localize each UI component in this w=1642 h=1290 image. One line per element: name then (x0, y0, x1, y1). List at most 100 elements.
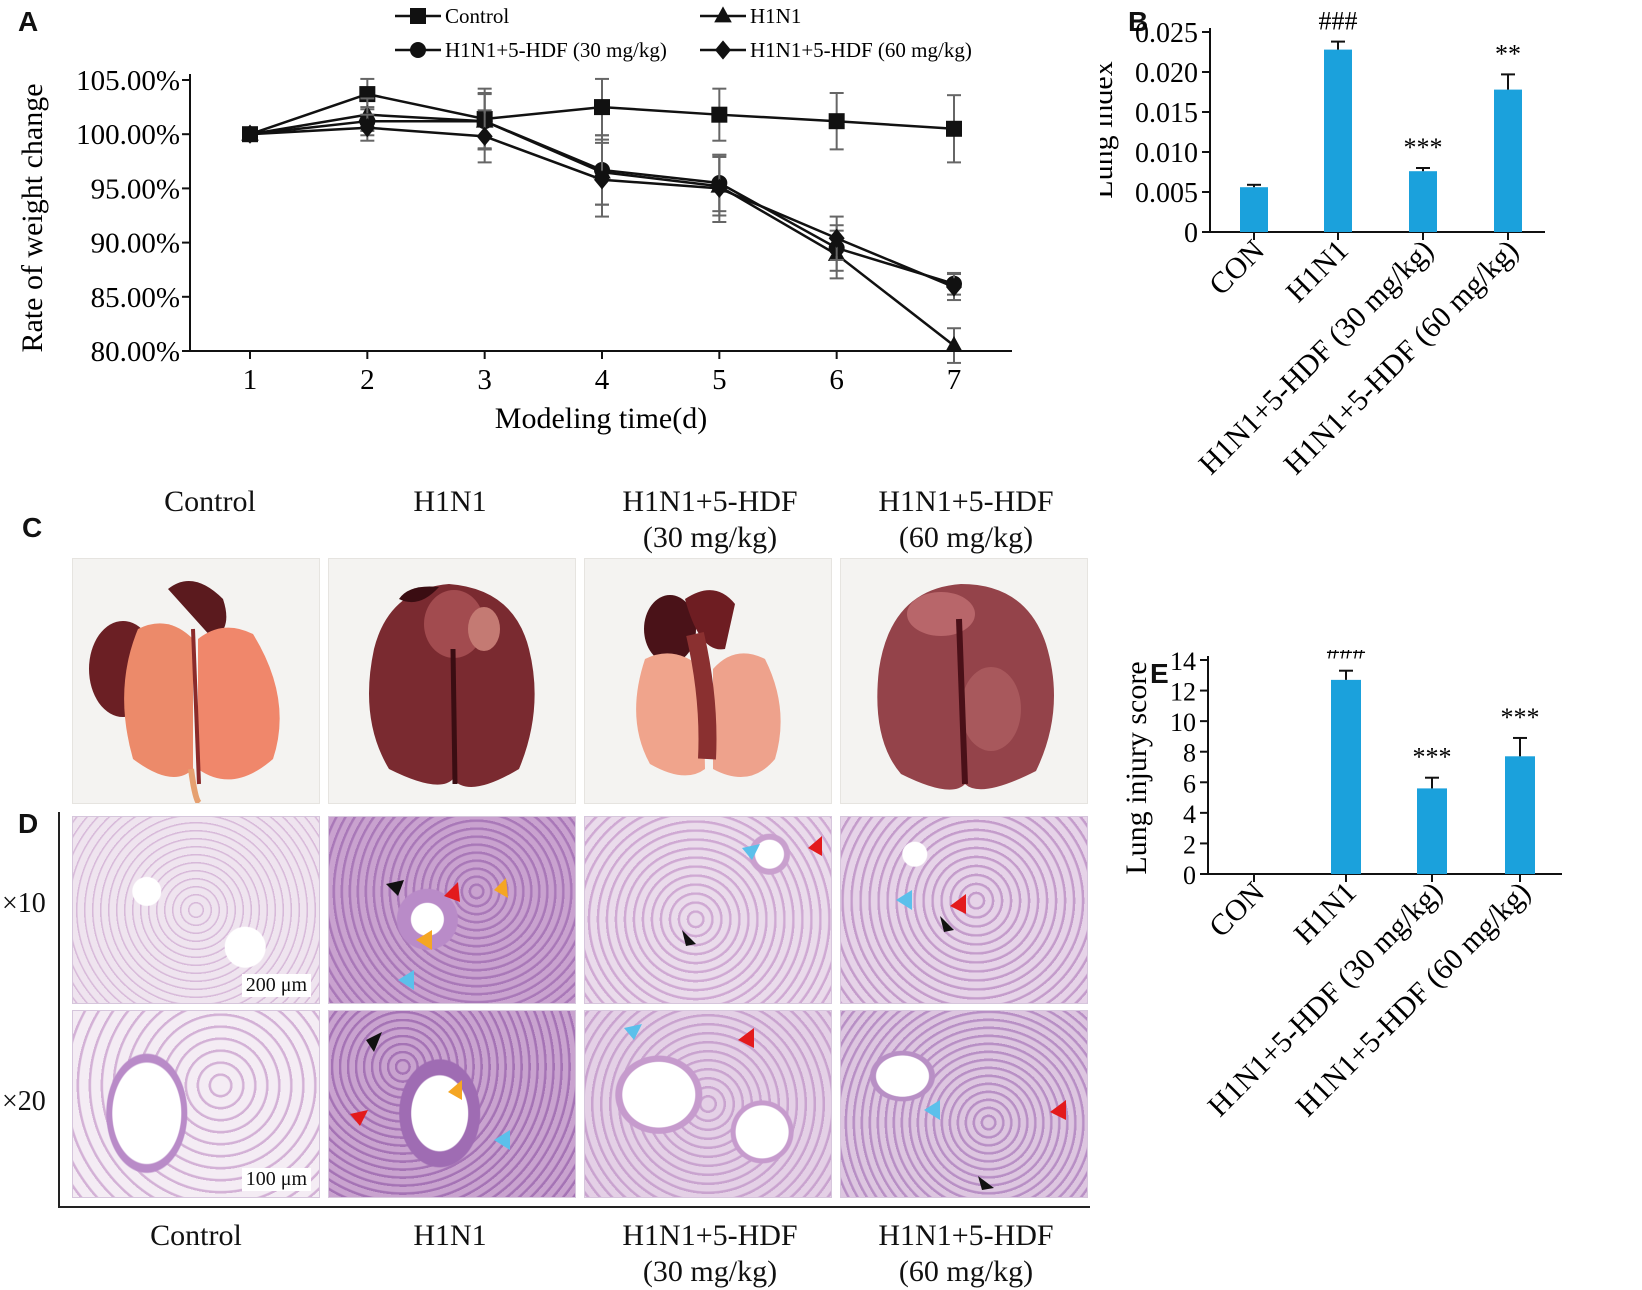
legend-label: H1N1 (750, 4, 801, 28)
panel-c-label-60: H1N1+5-HDF (60 mg/kg) (846, 484, 1086, 556)
y-tick-label: 0.005 (1135, 178, 1198, 209)
data-point (711, 106, 728, 123)
histology-60mgkg-x20 (840, 1010, 1088, 1198)
label-line1: H1N1 (413, 485, 487, 518)
y-tick-label: 6 (1183, 769, 1196, 798)
legend-item: H1N1 (700, 4, 801, 28)
significance-label: *** (1404, 133, 1443, 162)
bar (1331, 679, 1361, 874)
lung-photo-30mgkg (584, 558, 832, 804)
y-axis-title: Lung index (1100, 61, 1119, 198)
bar (1240, 187, 1268, 232)
significance-label: *** (1413, 743, 1452, 772)
x-tick-label: 1 (243, 364, 258, 396)
legend-marker (410, 8, 426, 24)
legend-label: H1N1+5-HDF (30 mg/kg) (445, 38, 667, 62)
x-tick-label: 5 (712, 364, 727, 396)
panel-c-label-control: Control (100, 484, 320, 520)
histology-h1n1-x20 (328, 1010, 576, 1198)
significance-label: ### (1319, 7, 1358, 36)
label-line1: H1N1 (413, 1219, 487, 1252)
y-tick-label: 0.020 (1135, 58, 1198, 89)
y-tick-label: 0.015 (1135, 98, 1198, 129)
panel-c-label-30: H1N1+5-HDF (30 mg/kg) (590, 484, 830, 556)
lung-photo-60mgkg (840, 558, 1088, 804)
legend-marker (714, 6, 732, 23)
magnification-x20: ×20 (2, 1086, 46, 1117)
x-tick-label: 3 (477, 364, 492, 396)
legend-label: Control (445, 4, 509, 28)
significance-label: ### (1327, 650, 1366, 665)
histology-30mgkg-x10 (584, 816, 832, 1004)
x-tick-label: H1N1 (1288, 876, 1363, 951)
panel-letter-c: C (22, 512, 43, 543)
y-tick-label: 4 (1183, 800, 1196, 829)
histology-control-x10: 200 μm (72, 816, 320, 1004)
panel-letter-d: D (18, 808, 39, 839)
legend-item: H1N1+5-HDF (30 mg/kg) (395, 38, 667, 62)
data-point (594, 99, 610, 116)
series-0 (242, 77, 962, 164)
y-tick-label: 100.00% (76, 119, 180, 151)
y-tick-label: 80.00% (91, 336, 180, 368)
y-tick-label: 0 (1184, 218, 1198, 249)
y-tick-label: 12 (1170, 678, 1196, 707)
x-tick-label: CON (1203, 234, 1271, 302)
histology-30mgkg-x20 (584, 1010, 832, 1198)
bar (1324, 49, 1352, 232)
label-line1: Control (164, 485, 256, 518)
y-tick-label: 8 (1183, 739, 1196, 768)
y-tick-label: 85.00% (91, 282, 180, 314)
panel-letter-a: A (18, 6, 39, 37)
y-tick-label: 0 (1183, 861, 1196, 890)
magnification-x10: ×10 (2, 888, 46, 919)
significance-label: ** (1495, 39, 1521, 68)
weight-change-line-chart: 80.00% 85.00% 90.00% 95.00% 100.00% 105.00% 1 2… (16, 4, 1012, 435)
bar (1505, 756, 1535, 874)
x-tick-label: H1N1 (1280, 234, 1355, 309)
panel-d-label-60: H1N1+5-HDF (60 mg/kg) (846, 1218, 1086, 1290)
scale-bar-200um: 200 μm (241, 974, 311, 997)
bar (1409, 171, 1437, 232)
data-point (828, 113, 845, 130)
data-point (594, 170, 610, 190)
scale-bar-100um: 100 μm (241, 1168, 311, 1191)
histology-control-x20: 100 μm (72, 1010, 320, 1198)
bar (1494, 89, 1522, 232)
x-tick-label: 4 (595, 364, 610, 396)
lung-index-bar-chart: 00.0050.0100.0150.0200.025CON###H1N1***H… (1100, 7, 1545, 481)
y-tick-label: 95.00% (91, 173, 180, 205)
y-tick-label: 90.00% (91, 228, 180, 260)
legend-item: Control (395, 4, 509, 28)
data-point (946, 120, 962, 137)
data-point (946, 277, 962, 297)
lung-photo-control (72, 558, 320, 804)
panel-d-label-h1n1: H1N1 (340, 1218, 560, 1254)
histology-60mgkg-x10 (840, 816, 1088, 1004)
legend-label: H1N1+5-HDF (60 mg/kg) (750, 38, 972, 62)
series-3 (242, 109, 962, 302)
y-tick-label: 14 (1170, 650, 1196, 676)
y-tick-label: 105.00% (76, 65, 180, 97)
legend-marker (410, 42, 426, 58)
x-tick-label: CON (1203, 876, 1271, 944)
data-point (945, 335, 963, 352)
y-tick-label: 2 (1183, 830, 1196, 859)
panel-d-label-30: H1N1+5-HDF (30 mg/kg) (590, 1218, 830, 1290)
label-line1: H1N1+5-HDF (878, 1219, 1054, 1252)
x-tick-label: 6 (829, 364, 844, 396)
panel-c-label-h1n1: H1N1 (340, 484, 560, 520)
panel-d-bracket (58, 812, 60, 1207)
y-axis-title: Rate of weight change (16, 83, 49, 352)
label-line2: (60 mg/kg) (898, 1255, 1034, 1288)
label-line2: (30 mg/kg) (642, 521, 778, 554)
y-tick-label: 10 (1170, 708, 1196, 737)
legend-marker (715, 40, 731, 60)
data-point (359, 118, 376, 138)
y-tick-label: 0.025 (1135, 18, 1198, 49)
x-tick-label: 7 (947, 364, 962, 396)
label-line1: H1N1+5-HDF (622, 485, 798, 518)
panel-d-baseline (58, 1206, 1090, 1208)
histology-h1n1-x10 (328, 816, 576, 1004)
